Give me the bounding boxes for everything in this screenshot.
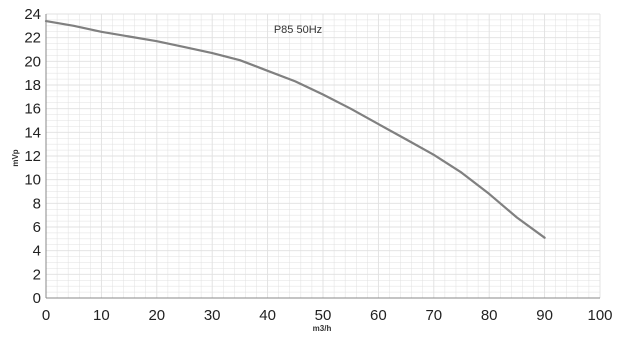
grid xyxy=(45,13,601,299)
y-tick-label: 22 xyxy=(24,30,41,47)
x-tick-label: 90 xyxy=(536,307,553,324)
y-tick-label: 0 xyxy=(33,290,41,307)
y-tick-label: 2 xyxy=(33,266,41,283)
pump-curve-line xyxy=(44,20,546,239)
x-tick-label: 100 xyxy=(587,307,612,324)
x-tick-label: 50 xyxy=(315,307,332,324)
x-tick-label: 80 xyxy=(481,307,498,324)
y-tick-label: 12 xyxy=(24,148,41,165)
x-tick-label: 40 xyxy=(259,307,276,324)
chart-title: P85 50Hz xyxy=(274,24,322,36)
y-tick-label: 8 xyxy=(33,195,41,212)
series xyxy=(44,20,546,239)
y-tick-label: 4 xyxy=(33,243,41,260)
x-tick-label: 20 xyxy=(148,307,165,324)
x-tick-label: 60 xyxy=(370,307,387,324)
x-tick-label: 0 xyxy=(42,307,50,324)
x-axis-label: m3/h xyxy=(313,324,332,333)
y-axis-label: mVp xyxy=(11,149,20,166)
x-tick-label: 70 xyxy=(425,307,442,324)
x-tick-label: 30 xyxy=(204,307,221,324)
y-tick-label: 6 xyxy=(33,219,41,236)
tick-labels: 0 10 20 30 40 50 60 70 80 90 100024681012141618202… xyxy=(24,6,612,324)
y-tick-label: 20 xyxy=(24,53,41,70)
y-tick-label: 16 xyxy=(24,101,41,118)
axes xyxy=(45,14,600,299)
y-tick-label: 24 xyxy=(24,6,41,23)
y-tick-label: 14 xyxy=(24,124,41,141)
y-tick-label: 10 xyxy=(24,172,41,189)
x-tick-label: 10 xyxy=(93,307,110,324)
y-tick-label: 18 xyxy=(24,77,41,94)
